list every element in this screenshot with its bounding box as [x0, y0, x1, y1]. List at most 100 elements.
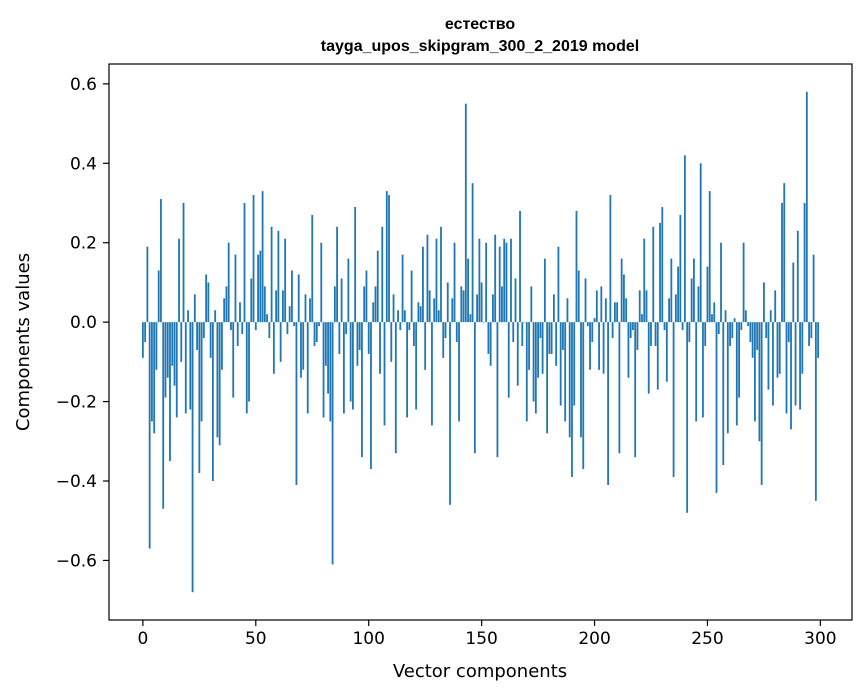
bar — [202, 322, 205, 339]
bar — [191, 322, 194, 593]
bar — [173, 322, 176, 386]
bar — [555, 322, 558, 366]
bar — [661, 206, 664, 323]
bar — [211, 322, 214, 481]
bar — [625, 298, 628, 323]
bar — [629, 322, 632, 339]
x-tick-label: 100 — [352, 629, 384, 649]
bar — [586, 322, 589, 327]
x-tick-label: 150 — [465, 629, 497, 649]
bar — [478, 238, 481, 323]
bar — [548, 322, 551, 354]
bar — [428, 290, 431, 323]
bar — [801, 322, 804, 374]
bar — [406, 322, 409, 418]
bar — [708, 191, 711, 323]
bar — [623, 274, 625, 323]
bar — [315, 322, 318, 342]
bar — [275, 290, 278, 323]
bar — [417, 302, 420, 323]
bar — [467, 258, 469, 323]
bar — [385, 191, 388, 323]
y-tick-label: 0.4 — [70, 154, 97, 174]
bar — [324, 322, 327, 366]
bar — [654, 322, 657, 346]
bar — [532, 322, 535, 402]
bar — [796, 230, 799, 323]
bar — [753, 322, 756, 422]
bar — [647, 322, 650, 394]
bar — [812, 254, 815, 323]
bar — [207, 282, 210, 323]
bar — [620, 258, 623, 323]
bar — [690, 278, 693, 323]
bar — [347, 258, 350, 323]
bar — [338, 322, 341, 354]
bar — [230, 322, 232, 331]
bar — [552, 294, 555, 323]
bar — [758, 322, 761, 442]
bar — [733, 318, 736, 323]
bar — [695, 322, 698, 422]
bar — [627, 322, 630, 378]
bar — [722, 322, 725, 466]
x-tick-label: 0 — [137, 629, 148, 649]
bar — [148, 322, 151, 549]
bar — [751, 322, 754, 358]
bar — [193, 294, 196, 323]
bar — [268, 322, 271, 339]
bar — [805, 91, 808, 323]
bar — [537, 322, 539, 378]
bar — [370, 322, 372, 470]
bar — [785, 322, 788, 414]
bar — [288, 306, 291, 323]
bar — [643, 238, 646, 323]
bar — [374, 286, 377, 323]
bar — [313, 322, 316, 346]
bar — [166, 322, 169, 378]
bar — [266, 314, 268, 323]
bar — [476, 294, 479, 323]
y-tick-label: −0.6 — [56, 551, 97, 571]
bar — [688, 322, 691, 342]
bar — [340, 278, 343, 323]
bar — [281, 290, 284, 323]
bar — [575, 210, 578, 323]
bar — [322, 322, 325, 418]
bar — [645, 290, 648, 323]
bar — [747, 322, 750, 327]
bar — [410, 270, 413, 323]
bar — [760, 322, 763, 485]
bar — [446, 282, 449, 323]
bar — [501, 286, 503, 323]
bar — [419, 306, 422, 323]
bar — [550, 322, 553, 354]
bar — [735, 322, 738, 426]
bar — [571, 322, 573, 478]
bar — [480, 282, 483, 323]
bar — [279, 322, 282, 362]
bar — [284, 238, 287, 323]
bar — [790, 322, 792, 430]
bar — [239, 302, 241, 323]
bar — [717, 322, 720, 335]
bar — [749, 322, 752, 342]
bar — [365, 270, 368, 323]
bar — [659, 222, 661, 323]
bar — [361, 322, 363, 458]
bar — [787, 322, 790, 342]
bar — [494, 234, 497, 323]
x-tick-label: 250 — [691, 629, 723, 649]
y-axis-label: Components values — [13, 253, 34, 431]
bar — [674, 294, 677, 323]
bar — [697, 286, 700, 323]
bar — [333, 286, 336, 323]
bar — [440, 226, 442, 323]
bar — [394, 322, 397, 454]
bar — [774, 290, 777, 323]
bar — [232, 322, 235, 398]
bar — [769, 310, 772, 323]
bar — [810, 322, 813, 339]
bar — [250, 278, 253, 323]
bar — [670, 258, 673, 323]
